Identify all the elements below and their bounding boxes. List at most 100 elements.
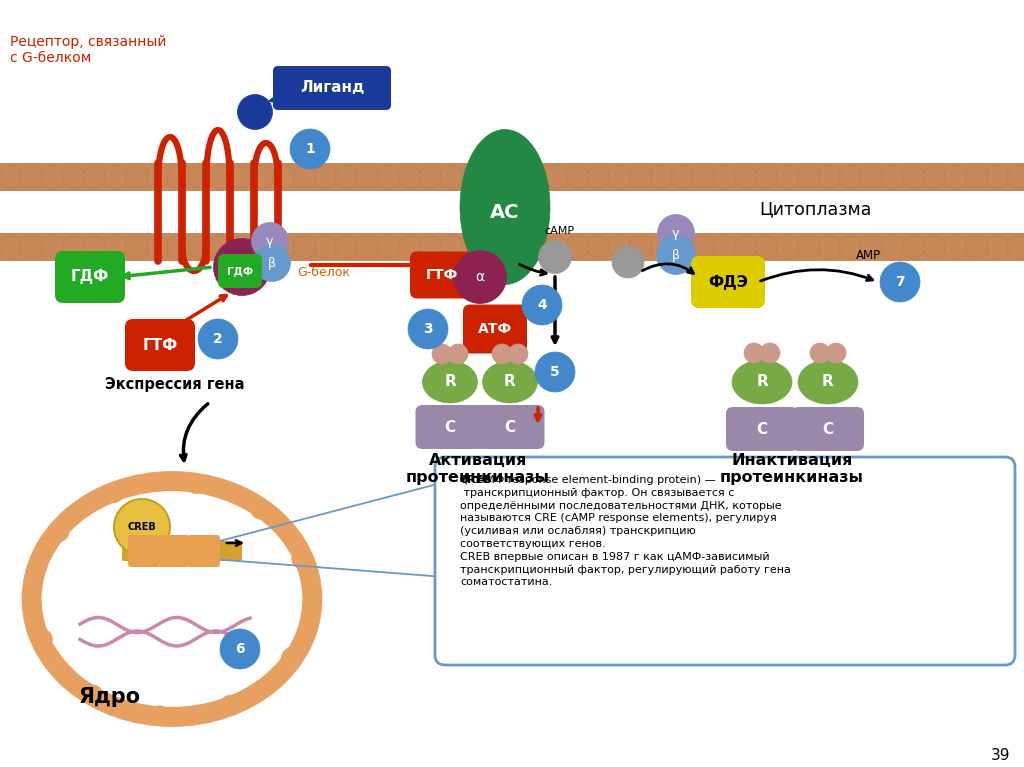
Circle shape bbox=[20, 235, 43, 258]
Circle shape bbox=[629, 235, 652, 258]
Circle shape bbox=[776, 166, 799, 189]
Circle shape bbox=[608, 166, 631, 189]
Ellipse shape bbox=[732, 360, 792, 404]
Circle shape bbox=[839, 235, 862, 258]
Circle shape bbox=[254, 245, 291, 281]
Text: ФДЭ: ФДЭ bbox=[708, 275, 748, 289]
Circle shape bbox=[881, 235, 904, 258]
Text: 2: 2 bbox=[213, 332, 223, 346]
Circle shape bbox=[290, 129, 330, 169]
Circle shape bbox=[398, 235, 421, 258]
Ellipse shape bbox=[482, 361, 538, 403]
Text: ГДФ: ГДФ bbox=[71, 269, 110, 285]
Circle shape bbox=[398, 166, 421, 189]
FancyBboxPatch shape bbox=[273, 66, 391, 110]
Circle shape bbox=[230, 166, 253, 189]
Circle shape bbox=[776, 235, 799, 258]
Circle shape bbox=[377, 235, 400, 258]
Text: β: β bbox=[672, 249, 680, 262]
Circle shape bbox=[167, 166, 190, 189]
Circle shape bbox=[230, 235, 253, 258]
Circle shape bbox=[440, 166, 463, 189]
Circle shape bbox=[83, 235, 106, 258]
FancyBboxPatch shape bbox=[158, 535, 190, 567]
Circle shape bbox=[760, 343, 780, 363]
Circle shape bbox=[944, 166, 967, 189]
Circle shape bbox=[125, 235, 148, 258]
Text: C: C bbox=[757, 422, 768, 436]
Circle shape bbox=[408, 309, 449, 349]
Ellipse shape bbox=[460, 130, 550, 285]
Circle shape bbox=[671, 166, 694, 189]
Circle shape bbox=[251, 166, 274, 189]
Text: Рецептор, связанный
с G-белком: Рецептор, связанный с G-белком bbox=[10, 35, 167, 65]
Circle shape bbox=[83, 685, 102, 705]
Circle shape bbox=[125, 166, 148, 189]
Circle shape bbox=[62, 235, 85, 258]
Circle shape bbox=[818, 235, 841, 258]
Circle shape bbox=[650, 235, 673, 258]
Text: R: R bbox=[504, 374, 516, 390]
FancyBboxPatch shape bbox=[218, 254, 262, 288]
Circle shape bbox=[826, 343, 846, 363]
Circle shape bbox=[419, 235, 442, 258]
Circle shape bbox=[923, 235, 946, 258]
FancyBboxPatch shape bbox=[726, 407, 798, 451]
FancyBboxPatch shape bbox=[125, 319, 195, 371]
Text: Инактивация
протеинкиназы: Инактивация протеинкиназы bbox=[720, 453, 864, 486]
Circle shape bbox=[252, 222, 289, 259]
FancyBboxPatch shape bbox=[435, 457, 1015, 665]
Circle shape bbox=[1007, 166, 1024, 189]
Circle shape bbox=[524, 235, 547, 258]
Circle shape bbox=[902, 235, 925, 258]
Text: R: R bbox=[822, 374, 834, 390]
Circle shape bbox=[461, 235, 484, 258]
Circle shape bbox=[440, 235, 463, 258]
Text: 4: 4 bbox=[538, 298, 547, 312]
Circle shape bbox=[608, 235, 631, 258]
Circle shape bbox=[146, 166, 169, 189]
Circle shape bbox=[454, 251, 507, 304]
FancyBboxPatch shape bbox=[188, 535, 220, 567]
Circle shape bbox=[860, 235, 883, 258]
Circle shape bbox=[797, 166, 820, 189]
Text: Лиганд: Лиганд bbox=[300, 81, 365, 96]
Text: C: C bbox=[822, 422, 834, 436]
Text: γ: γ bbox=[266, 235, 273, 248]
Circle shape bbox=[220, 629, 260, 669]
Circle shape bbox=[293, 166, 316, 189]
Circle shape bbox=[314, 166, 337, 189]
Text: ГТФ: ГТФ bbox=[426, 268, 458, 282]
Circle shape bbox=[167, 235, 190, 258]
Ellipse shape bbox=[22, 472, 322, 726]
FancyBboxPatch shape bbox=[128, 535, 160, 567]
Circle shape bbox=[944, 235, 967, 258]
FancyBboxPatch shape bbox=[463, 304, 527, 354]
Text: ГДФ: ГДФ bbox=[227, 266, 253, 276]
Circle shape bbox=[272, 166, 295, 189]
Text: АМР: АМР bbox=[855, 249, 881, 262]
Circle shape bbox=[220, 696, 241, 716]
Circle shape bbox=[104, 166, 127, 189]
Circle shape bbox=[545, 166, 568, 189]
Circle shape bbox=[251, 499, 270, 519]
Text: 3: 3 bbox=[423, 322, 433, 336]
Circle shape bbox=[449, 344, 468, 364]
Circle shape bbox=[713, 166, 736, 189]
Circle shape bbox=[238, 94, 272, 130]
Circle shape bbox=[503, 166, 526, 189]
Circle shape bbox=[213, 239, 270, 295]
Text: АТФ: АТФ bbox=[478, 322, 512, 336]
Circle shape bbox=[508, 344, 528, 364]
Circle shape bbox=[692, 166, 715, 189]
Ellipse shape bbox=[423, 361, 477, 403]
Circle shape bbox=[461, 166, 484, 189]
Text: Экспрессия гена: Экспрессия гена bbox=[105, 377, 245, 393]
Text: 7: 7 bbox=[895, 275, 905, 289]
Circle shape bbox=[41, 235, 63, 258]
Circle shape bbox=[797, 235, 820, 258]
Circle shape bbox=[810, 343, 830, 363]
Text: CREB: CREB bbox=[460, 475, 493, 485]
Circle shape bbox=[734, 235, 757, 258]
Circle shape bbox=[986, 235, 1009, 258]
